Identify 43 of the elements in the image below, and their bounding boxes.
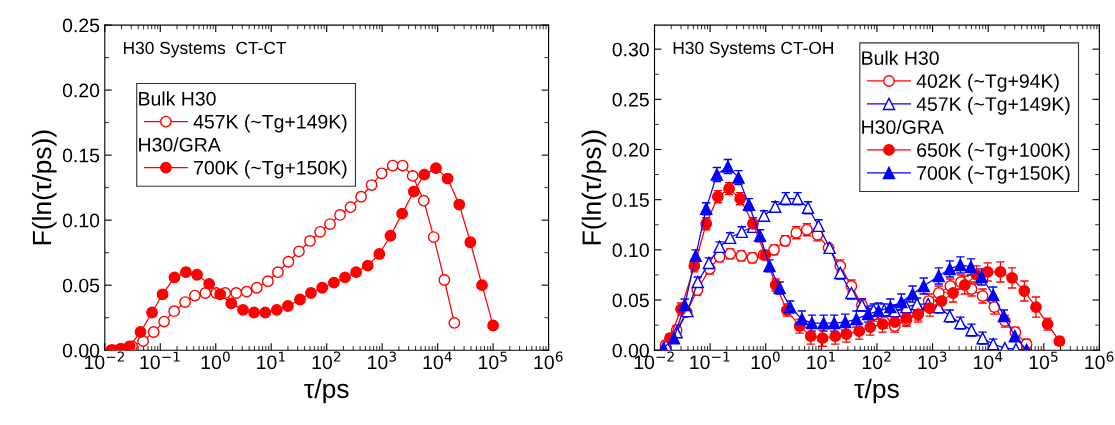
x-tick-label: 10$^{−1}$ [690,351,730,370]
x-tick-label: 10$^{1}$ [807,351,835,370]
y-tick-label: 0.20 [62,83,100,98]
x-tick-label: 10$^{−1}$ [140,351,180,370]
x-tick-label: 10$^{6}$ [1085,351,1114,370]
legend-label: 650K (~Tg+100K) [917,142,1070,161]
x-tick-label: 10$^{3}$ [368,351,396,370]
legend-label: 402K (~Tg+94K) [916,73,1059,92]
legend-title: Bulk H30 [139,91,216,106]
x-tick-label: 10$^{2}$ [312,351,341,370]
x-tick-label: 10$^{4}$ [974,351,1003,370]
annotation: H30/GRA [862,119,944,134]
y-tick-label: 0.20 [612,142,649,157]
legend-label: 700K (~Tg+150K) [194,160,347,179]
x-tick-label: 10$^{6}$ [534,351,563,370]
x-tick-label: 10$^{4}$ [423,351,452,370]
x-tick-label: 10$^{0}$ [751,351,780,370]
x-tick-label: 10$^{2}$ [862,351,891,370]
legend-label: 700K (~Tg+150K) [917,165,1070,184]
y-tick-label: 0.05 [62,278,100,293]
x-tick-label: 10$^{3}$ [918,351,947,370]
legend-label: 457K (~Tg+149K) [193,114,347,133]
x-axis-title: τ/ps [854,378,899,404]
y-tick-label: 0.25 [62,18,100,33]
x-tick-label: 10$^{5}$ [479,351,507,370]
y-tick-label: 0.15 [62,148,100,163]
y-tick-label: 0.10 [62,213,100,228]
text: H30 Systems CT-CT [123,41,287,58]
x-tick-label: 10$^{0}$ [201,351,230,370]
y-tick-label: 0.05 [612,293,649,308]
x-axis-title: τ/ps [304,378,349,404]
y-tick-label: 0.30 [612,42,649,57]
annotation: H30/GRA [139,137,221,152]
x-tick-label: 10$^{1}$ [257,351,285,370]
y-tick-label: 0.15 [612,193,649,207]
y-axis-title: F(ln(τ/ps)) [31,130,57,245]
legend-label: 457K (~Tg+149K) [916,96,1070,115]
y-axis-title: F(ln(τ/ps)) [581,130,607,245]
y-tick-label: 0.25 [612,92,649,107]
y-tick-label: 0.10 [612,243,649,258]
legend-title: Bulk H30 [862,50,939,65]
text: H30 Systems CT-OH [673,41,833,58]
x-tick-label: 10$^{5}$ [1029,351,1058,370]
